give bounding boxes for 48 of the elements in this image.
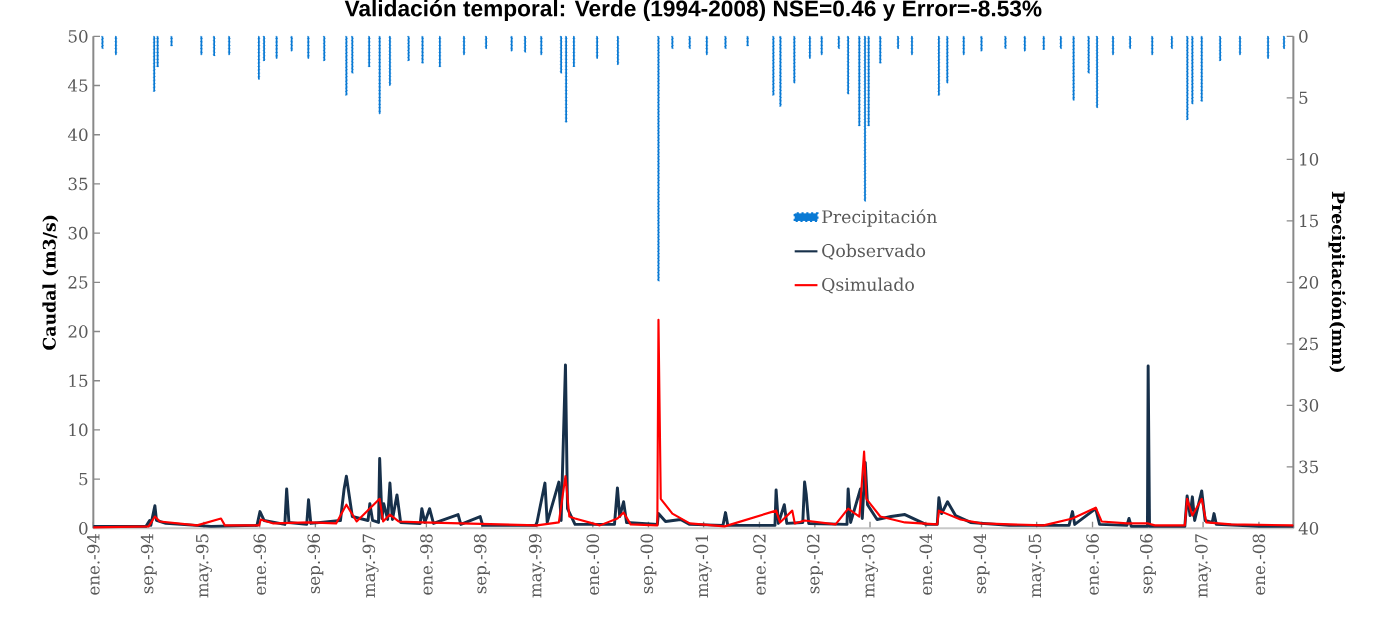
y2-tick-label: 35 [1299,460,1318,474]
x-tick-label: sep.-02 [806,534,823,594]
y-tick-label: 10 [69,423,88,437]
x-tick-label: sep.-00 [640,534,657,594]
y2-tick-label: 25 [1299,337,1318,351]
x-tick-label: sep.-96 [307,534,324,594]
x-tick-label: ene.-98 [420,534,433,595]
y-tick-label: 30 [68,226,88,240]
y-tick-label: 5 [79,472,88,486]
x-tick-label: sep.-06 [1139,534,1156,594]
y-tick-label: 35 [68,177,88,191]
x-tick-label: ene.-02 [753,534,766,595]
x-tick-label: may.-01 [695,535,712,598]
x-tick-label: may.-99 [528,534,545,598]
x-tick-label: may.-05 [1028,534,1045,598]
x-tick-label: may.-03 [861,534,879,598]
y2-tick-label: 40 [1298,522,1319,535]
y-tick-label: 0 [79,522,88,535]
legend-label: Precipitación [822,209,937,227]
y-tick-label: 50 [68,30,88,43]
y2-tick-label: 5 [1299,91,1308,105]
y-tick-label: 40 [67,128,88,142]
y2-tick-label: 20 [1299,276,1319,289]
legend-label: Qobservado [822,243,926,260]
x-tick-label: may.-95 [195,534,212,598]
x-tick-label: ene.-96 [253,534,267,595]
y2-tick-label: 10 [1300,153,1319,166]
chart-title: Validación temporal: Verde (1994-2008) NSE=0.46 y Error=-8.53% [344,0,1042,21]
y2-tick-label: 30 [1299,399,1319,412]
x-tick-label: may.-97 [362,534,379,598]
y-tick-label: 25 [68,276,88,289]
y-tick-label: 20 [68,325,88,338]
legend-label: Qsimulado [822,277,914,294]
y2-tick-label: 15 [1300,214,1318,228]
y-axis-title: Caudal (m3/s) [42,215,59,350]
y-tick-label: 15 [69,374,88,388]
x-tick-label: sep.-94 [140,533,157,594]
x-tick-label: sep.-98 [473,534,490,594]
y2-axis-title: Precipitación(mm) [1328,191,1346,373]
x-tick-label: sep.-04 [973,533,990,594]
x-tick-label: ene.-06 [1086,534,1099,595]
x-tick-label: ene.-08 [1252,534,1266,595]
x-tick-label: ene.-00 [586,534,600,595]
x-tick-label: ene.-94 [87,533,100,595]
y2-tick-label: 0 [1299,30,1308,43]
y-tick-label: 45 [67,79,88,92]
x-tick-label: ene.-04 [919,533,933,595]
x-tick-label: may.-07 [1195,534,1212,598]
